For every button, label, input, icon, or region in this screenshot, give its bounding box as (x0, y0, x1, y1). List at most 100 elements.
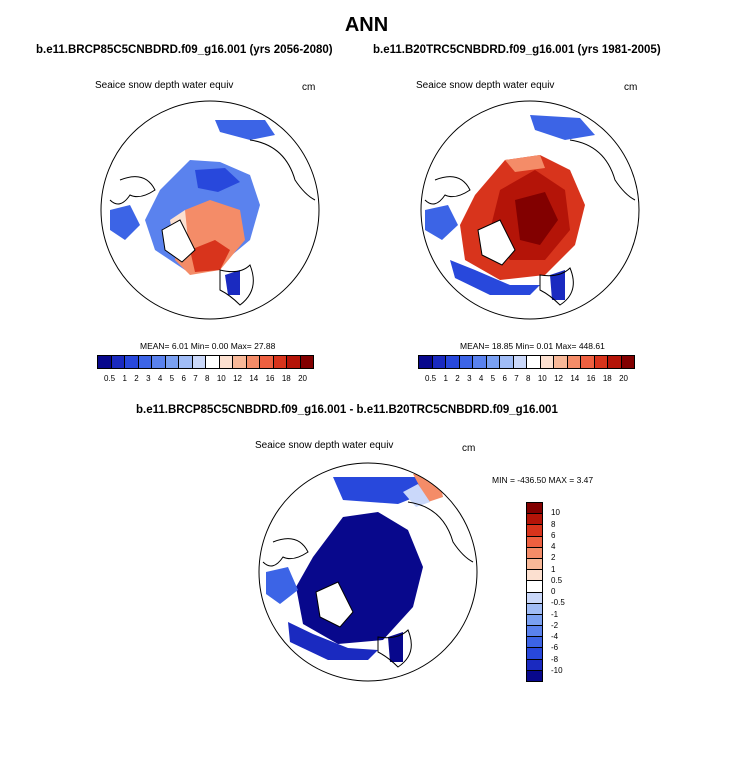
colorbar-swatch (473, 356, 487, 368)
colorbar-swatch (527, 356, 541, 368)
colorbar-tick-label: 3 (146, 374, 151, 383)
diff-baltic-ice (388, 632, 403, 662)
diff-colorbar-labels: 10 8 6 4 2 1 0.5 0 -0.5 -1 -2 -4 -6 -8 -10 (551, 502, 581, 682)
colorbar-tick-label: 14 (570, 374, 580, 383)
colorbar-tick-label: 16 (265, 374, 275, 383)
colorbar-swatch (192, 356, 206, 368)
colorbar-swatch (527, 659, 542, 671)
left-ice-red-core (190, 240, 230, 272)
colorbar-swatch (152, 356, 166, 368)
colorbar-swatch (300, 356, 313, 368)
left-greenland-land (161, 219, 196, 263)
colorbar-swatch (527, 592, 542, 604)
diff-polar-map (258, 462, 478, 682)
right-variable-label: Seaice snow depth water equiv (416, 80, 555, 91)
left-colorbar (97, 355, 314, 369)
left-stats: MEAN= 6.01 Min= 0.00 Max= 27.88 (140, 341, 276, 351)
colorbar-swatch (459, 356, 473, 368)
diff-hudson-ice (266, 567, 298, 604)
colorbar-swatch (540, 356, 554, 368)
colorbar-tick-label: 0.5 (425, 374, 437, 383)
diff-stats: MIN = -436.50 MAX = 3.47 (492, 475, 594, 485)
colorbar-tick-label: 0.5 (551, 575, 563, 585)
colorbar-swatch (527, 514, 542, 526)
colorbar-tick-label: 5 (169, 374, 175, 383)
right-colorbar-labels: 0.5 1 2 3 4 5 6 7 8 10 12 14 16 18 20 (425, 374, 628, 383)
colorbar-tick-label: 20 (619, 374, 628, 383)
colorbar-tick-label: 4 (478, 374, 484, 383)
colorbar-tick-label: 10 (537, 374, 547, 383)
colorbar-swatch (246, 356, 260, 368)
colorbar-swatch (125, 356, 139, 368)
colorbar-tick-label: -10 (551, 665, 563, 675)
colorbar-swatch (111, 356, 125, 368)
right-hudson-ice (425, 205, 458, 240)
colorbar-swatch (527, 626, 542, 638)
left-coastline-america (109, 176, 156, 205)
right-pacific-ice-band (530, 115, 595, 140)
diff-ice-blue-edge (288, 622, 378, 660)
right-ice-orange-edge (505, 155, 545, 172)
colorbar-tick-label: 6 (502, 374, 507, 383)
right-polar-map (420, 100, 640, 320)
colorbar-swatch (179, 356, 193, 368)
left-variable-label: Seaice snow depth water equiv (95, 80, 234, 91)
colorbar-tick-label: 3 (467, 374, 472, 383)
colorbar-swatch (527, 558, 542, 571)
left-panel-title: b.e11.BRCP85C5CNBDRD.f09_g16.001 (yrs 20… (36, 44, 333, 56)
colorbar-swatch (419, 356, 433, 368)
right-baltic-ice (550, 270, 565, 300)
colorbar-tick-label: 12 (233, 374, 242, 383)
colorbar-tick-label: 0.5 (104, 374, 116, 383)
right-greenland-land (477, 219, 516, 266)
colorbar-tick-label: -6 (551, 643, 559, 653)
colorbar-swatch (138, 356, 152, 368)
right-coastline-europe (539, 267, 574, 306)
colorbar-swatch (527, 637, 542, 649)
colorbar-tick-label: 10 (216, 374, 226, 383)
colorbar-swatch (486, 356, 500, 368)
colorbar-swatch (527, 570, 542, 582)
colorbar-tick-label: 1 (551, 564, 556, 574)
right-panel-title: b.e11.B20TRC5CNBDRD.f09_g16.001 (yrs 198… (373, 44, 661, 56)
left-pacific-ice-band (215, 120, 275, 140)
colorbar-swatch (260, 356, 274, 368)
left-baltic-ice (225, 270, 240, 295)
colorbar-tick-label: 2 (455, 374, 460, 383)
colorbar-tick-label: 7 (514, 374, 519, 383)
right-coastline-america (424, 176, 471, 205)
left-coastline-europe (219, 264, 254, 306)
diff-light-patch (403, 484, 430, 507)
colorbar-swatch (527, 525, 542, 537)
colorbar-swatch (273, 356, 287, 368)
colorbar-tick-label: 2 (134, 374, 139, 383)
colorbar-tick-label: 8 (205, 374, 210, 383)
colorbar-tick-label: 14 (249, 374, 259, 383)
colorbar-tick-label: 20 (298, 374, 307, 383)
diff-units-label: cm (462, 443, 476, 454)
colorbar-tick-label: 6 (551, 530, 556, 540)
right-coastline-asia (569, 139, 636, 201)
diff-panel-title: b.e11.BRCP85C5CNBDRD.f09_g16.001 - b.e11… (136, 404, 558, 416)
colorbar-tick-label: -2 (551, 620, 559, 630)
colorbar-swatch (527, 614, 542, 627)
page-title: ANN (344, 14, 389, 36)
colorbar-tick-label: 7 (193, 374, 198, 383)
colorbar-tick-label: 16 (586, 374, 596, 383)
left-polar-map (100, 100, 320, 320)
colorbar-swatch (621, 356, 634, 368)
colorbar-tick-label: 2 (551, 553, 556, 563)
diff-colorbar (526, 502, 543, 682)
colorbar-swatch (581, 356, 595, 368)
colorbar-swatch (527, 670, 542, 681)
colorbar-tick-label: -0.5 (551, 598, 565, 608)
colorbar-swatch (219, 356, 233, 368)
colorbar-swatch (500, 356, 514, 368)
diff-variable-label: Seaice snow depth water equiv (255, 440, 394, 451)
colorbar-swatch (98, 356, 112, 368)
right-atlantic-blue-edge (450, 260, 540, 295)
diff-greenland-land (315, 581, 354, 628)
colorbar-swatch (527, 536, 542, 548)
colorbar-swatch (287, 356, 301, 368)
colorbar-tick-label: 4 (157, 374, 163, 383)
